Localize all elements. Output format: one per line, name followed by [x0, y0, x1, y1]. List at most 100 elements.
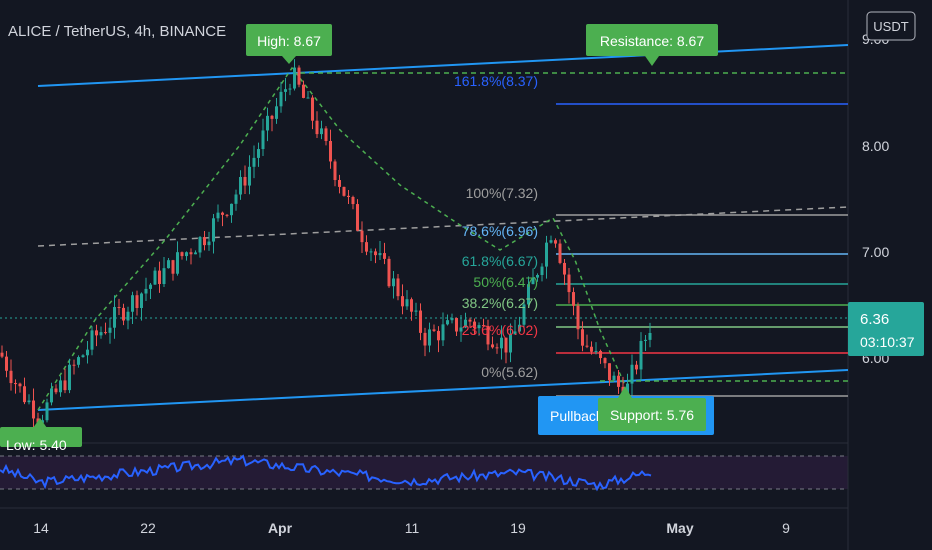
fib-labels: 161.8%(8.37) 100%(7.32) 78.6%(6.96) 61.8… — [454, 73, 538, 380]
candle-body — [63, 380, 67, 391]
candle-body — [599, 350, 602, 359]
candle-body — [212, 218, 215, 242]
candle-body — [477, 325, 481, 329]
candle-body — [243, 176, 247, 186]
candle-body — [428, 329, 431, 346]
channel-mid-line[interactable] — [37, 206, 849, 247]
candle-body — [311, 97, 314, 121]
candle-body — [410, 299, 413, 312]
candle-body — [482, 325, 485, 327]
candle-body — [446, 320, 449, 325]
time-label-14: 14 — [33, 520, 49, 536]
currency-button[interactable]: USDT — [866, 11, 916, 41]
candle-body — [9, 370, 13, 384]
candle-body — [293, 67, 296, 89]
candle-body — [635, 364, 638, 370]
candle-body — [275, 106, 278, 119]
candle-body — [545, 242, 548, 267]
candle-body — [41, 420, 44, 423]
candle-body — [468, 319, 472, 322]
candle-body — [230, 203, 233, 216]
candle-body — [342, 186, 346, 196]
candle-body — [414, 310, 418, 312]
wave-path — [37, 66, 626, 411]
candle-body — [117, 307, 121, 309]
candle-body — [320, 128, 323, 135]
candle-body — [216, 212, 220, 219]
candle-body — [437, 330, 440, 341]
symbol-title: ALICE / TetherUS, 4h, BINANCE — [8, 23, 226, 40]
candle-body — [374, 251, 377, 256]
price-tick-7: 7.00 — [862, 244, 889, 260]
low-callout[interactable]: Low: 5.40 — [0, 418, 82, 453]
candle-body — [419, 310, 422, 333]
candle-body — [369, 251, 373, 253]
candle-body — [554, 240, 557, 244]
fib-label-6: 23.6%(6.02) — [462, 322, 538, 338]
candle-body — [387, 258, 391, 287]
candle-body — [356, 204, 359, 231]
candle-body — [509, 334, 512, 353]
rsi-line — [0, 454, 652, 492]
time-label-may: May — [666, 520, 693, 536]
candle-body — [18, 383, 22, 387]
candle-body — [122, 307, 125, 321]
candle-body — [594, 350, 598, 352]
candle-body — [306, 97, 310, 99]
candle-body — [180, 252, 184, 257]
candle-body — [248, 166, 251, 186]
support-callout-box — [598, 398, 706, 431]
fib-label-4: 50%(6.47) — [473, 274, 538, 290]
support-callout-text: Support: 5.76 — [610, 407, 694, 423]
candle-body — [27, 400, 31, 403]
candle-body — [563, 262, 566, 275]
countdown-timer: 03:10:37 — [860, 334, 915, 350]
current-price-label: 6.36 03:10:37 — [848, 302, 924, 356]
candle-body — [365, 242, 368, 252]
candle-body — [95, 330, 98, 336]
currency-button-box[interactable] — [866, 11, 916, 41]
candle-body — [144, 288, 148, 294]
candle-body — [581, 329, 584, 346]
candle-body — [108, 327, 112, 333]
candle-body — [149, 284, 152, 289]
candle-body — [527, 284, 530, 305]
candle-body — [378, 253, 382, 256]
candles — [0, 59, 652, 436]
candle-body — [450, 318, 454, 321]
fib-label-7: 0%(5.62) — [481, 364, 538, 380]
high-callout[interactable]: High: 8.67 — [246, 24, 332, 64]
resistance-callout[interactable]: Resistance: 8.67 — [586, 24, 718, 66]
candle-body — [176, 252, 179, 274]
currency-button-label[interactable]: USDT — [873, 19, 908, 34]
current-price-box — [848, 302, 924, 356]
candle-body — [257, 149, 260, 158]
resistance-callout-text: Resistance: 8.67 — [600, 33, 704, 49]
candle-body — [396, 278, 400, 297]
candle-body — [284, 89, 287, 92]
candle-body — [59, 380, 62, 393]
low-callout-text: Low: 5.40 — [6, 437, 67, 453]
candle-body — [239, 176, 242, 195]
candle-body — [50, 388, 53, 403]
candle-body — [383, 253, 386, 259]
candle-body — [36, 418, 40, 423]
candle-body — [207, 241, 211, 246]
candle-body — [266, 115, 269, 131]
candle-body — [297, 67, 301, 85]
candle-body — [23, 386, 26, 403]
time-label-19: 19 — [510, 520, 526, 536]
candle-body — [522, 304, 526, 325]
candle-body — [140, 293, 143, 308]
time-axis: 14 22 Apr 11 19 May 9 — [33, 520, 790, 536]
candle-body — [77, 357, 80, 365]
candle-body — [486, 325, 490, 345]
candle-body — [423, 332, 427, 346]
time-label-22: 22 — [140, 520, 156, 536]
candle-body — [104, 332, 107, 334]
candle-body — [338, 180, 341, 187]
candle-body — [333, 161, 337, 181]
support-callout[interactable]: Support: 5.76 — [598, 386, 706, 431]
channel-lower-line[interactable] — [37, 369, 849, 411]
